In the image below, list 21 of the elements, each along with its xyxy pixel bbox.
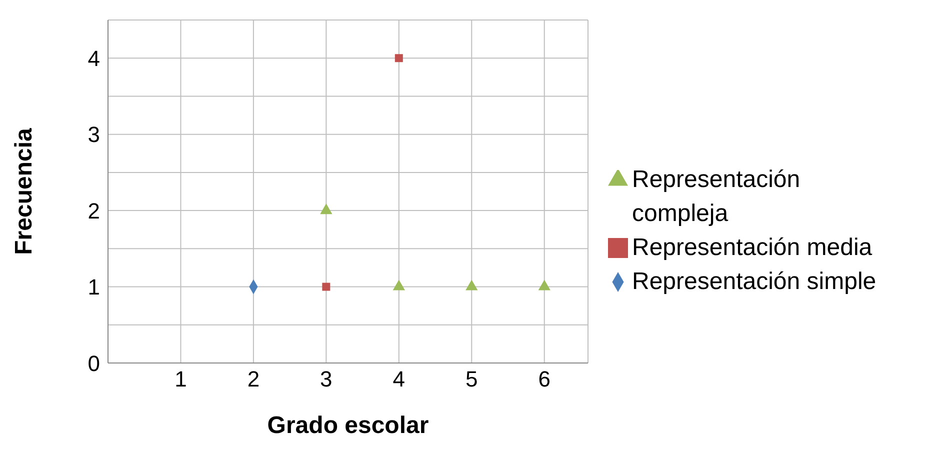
x-tick-label: 2: [247, 366, 260, 392]
point: [320, 204, 332, 214]
x-axis-title: Grado escolar: [267, 412, 429, 439]
x-tick-label: 5: [466, 366, 478, 392]
point: [538, 280, 550, 290]
y-tick-label: 4: [88, 46, 100, 71]
point: [466, 280, 478, 290]
y-tick-label: 2: [88, 198, 100, 224]
x-tick-label: 4: [392, 366, 406, 392]
x-tick-label: 3: [320, 366, 332, 392]
y-axis-title: Frecuencia: [10, 127, 38, 255]
legend-label: Representación compleja: [632, 164, 802, 228]
point: [392, 280, 405, 290]
legend-label: Representación simple: [632, 266, 878, 296]
y-tick-label: 3: [88, 122, 100, 148]
y-tick-label: 1: [88, 274, 100, 300]
point: [394, 54, 403, 62]
x-tick-label: 1: [174, 366, 187, 392]
x-tick-label: 6: [538, 366, 550, 392]
y-tick-label: 0: [88, 350, 100, 376]
legend-label: Representación media: [632, 232, 874, 262]
